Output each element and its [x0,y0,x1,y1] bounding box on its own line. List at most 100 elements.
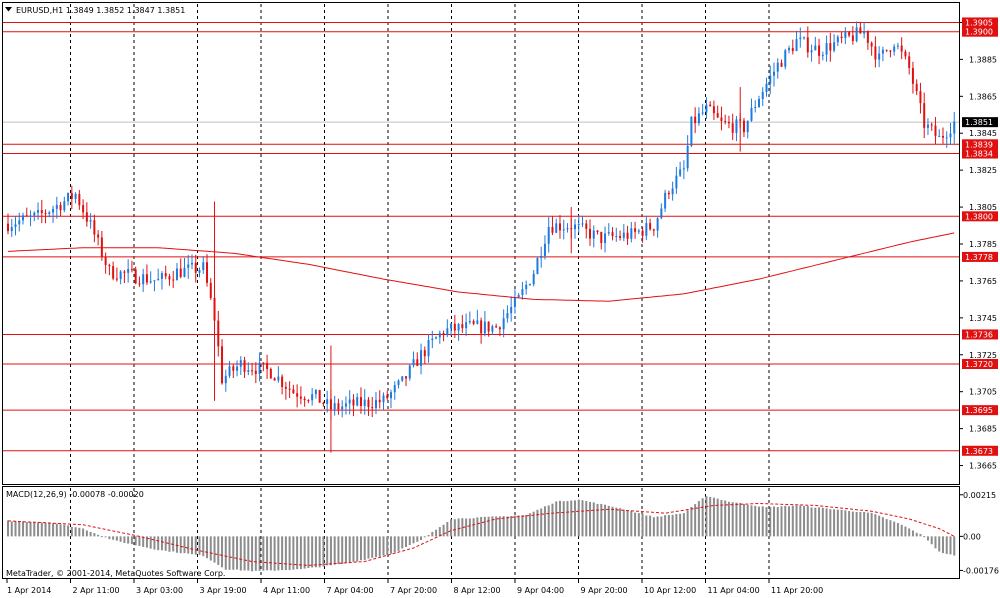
candle-body [134,269,137,284]
price-level-tag [962,251,998,262]
candle-body [408,365,411,379]
macd-histogram-bar [292,536,295,570]
candle-body [198,270,201,273]
macd-histogram-bar [393,536,396,553]
candle-body [442,333,445,335]
macd-histogram-bar [893,521,896,537]
macd-histogram-bar [844,510,847,537]
x-tick-label: 1 Apr 2014 [7,586,51,595]
candle-body [22,215,25,221]
candle-body [145,274,148,283]
macd-histogram-bar [44,522,47,537]
macd-histogram-bar [183,536,186,554]
macd-histogram-bar [900,524,903,537]
macd-histogram-bar [258,536,261,571]
macd-histogram-bar [431,531,434,537]
candle-body [266,362,269,369]
macd-histogram-bar [281,536,284,571]
macd-histogram-bar [851,511,854,537]
candle-body [724,120,727,122]
candle-body [431,338,434,341]
candle-body [284,386,287,389]
x-tick-label: 7 Apr 20:00 [390,586,437,595]
candle-body [393,385,396,393]
candle-body [52,208,55,213]
candle-body [48,212,51,214]
macd-histogram-bar [299,536,302,570]
macd-histogram-bar [562,501,565,537]
ma-layer [7,232,955,302]
candle-body [37,210,40,213]
candle-body [667,192,670,195]
macd-histogram-bar [7,520,9,537]
candle-body [547,226,550,244]
candle-body [716,113,719,118]
candle-body [551,226,554,233]
price-level-tag [962,445,998,456]
y-tick-label: 1.3845 [969,129,997,138]
macd-histogram-bar [558,500,561,537]
macd-histogram-bar [600,503,603,537]
macd-histogram-bar [348,536,351,563]
macd-histogram-bar [923,536,926,538]
candle-body [825,43,828,55]
candle-body [420,350,423,366]
candle-body [803,37,806,39]
macd-histogram-bar [589,502,592,537]
macd-histogram-bar [74,527,77,537]
candle-body [487,321,490,332]
candle-body [397,380,400,386]
macd-histogram-bar [416,536,419,542]
macd-histogram-bar [14,520,17,537]
macd-histogram-bar [468,518,471,537]
candle-body [74,193,77,199]
macd-histogram-bar [667,514,670,537]
macd-histogram-bar [615,507,618,537]
candle-body [836,36,839,43]
candle-body [799,37,802,40]
current-price-tag [962,117,998,128]
candle-body [881,49,884,54]
x-tick-label: 3 Apr 19:00 [200,586,247,595]
candle-body [615,236,618,238]
macd-histogram-bar [487,516,490,537]
candle-body [814,45,817,51]
macd-histogram-bar [825,508,828,537]
price-level-label: 1.3800 [965,212,993,221]
macd-histogram-bar [941,536,944,554]
candle-body [172,279,175,281]
macd-histogram-bar [652,517,655,537]
candle-body [885,49,888,51]
candle-body [532,273,535,285]
candle-body [59,204,62,211]
macd-histogram-bar [596,503,599,537]
candle-body [566,228,569,230]
price-level-label: 1.3905 [965,18,993,27]
candle-body [476,320,479,324]
macd-histogram-bar [630,511,633,537]
candle-body [127,269,130,273]
candle-body [848,32,851,36]
macd-histogram-bar [168,536,171,552]
macd-histogram-bar [198,536,201,555]
candle-body [818,45,821,56]
macd-histogram-bar [318,536,321,568]
candle-body [363,399,366,407]
macd-histogram-bar [450,519,453,537]
macd-histogram-bar [513,515,516,537]
triangle-down-icon[interactable] [5,7,12,12]
candle-body [690,116,693,146]
candle-body [367,399,370,408]
candle-body [153,280,156,282]
macd-histogram-bar [619,508,622,537]
macd-histogram-bar [510,515,513,537]
macd-histogram-bar [341,536,344,565]
candle-body [829,43,832,51]
candle-body [239,360,242,367]
macd-histogram-bar [142,536,145,547]
y-tick-label: 1.3705 [969,388,997,397]
candle-body [941,135,944,138]
price-level-tag [962,139,998,150]
macd-histogram-bar [138,536,141,546]
macd-histogram-bar [690,506,693,537]
